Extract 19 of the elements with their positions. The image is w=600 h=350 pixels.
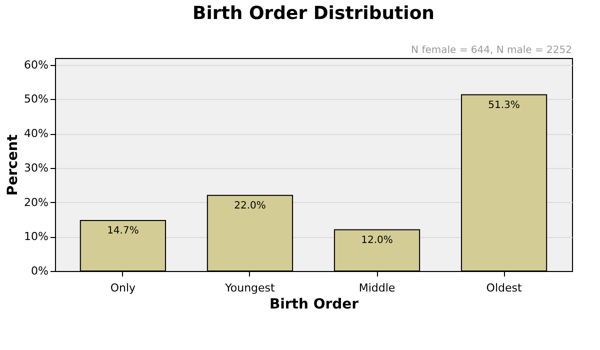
- x-tick-label: Only: [110, 282, 136, 294]
- y-tick-label: 10%: [24, 230, 48, 244]
- chart-title: Birth Order Distribution: [192, 3, 434, 24]
- data-label: 14.7%: [107, 226, 139, 236]
- y-tick-label: 50%: [24, 92, 48, 106]
- y-axis-title: Percent: [5, 134, 22, 196]
- y-tick-label: 30%: [24, 161, 48, 174]
- data-label: 22.0%: [234, 200, 266, 212]
- x-tick-label: Youngest: [224, 282, 276, 294]
- data-label: 12.0%: [361, 234, 393, 246]
- x-tick-label: Middle: [358, 282, 396, 294]
- x-axis-title: Birth Order: [269, 296, 359, 312]
- text: N female = 644, N male = 2252: [411, 45, 572, 56]
- y-tick-label: 20%: [24, 196, 48, 209]
- x-tick-label: Oldest: [486, 282, 522, 294]
- data-label: 51.3%: [488, 100, 520, 111]
- y-tick-label: 60%: [24, 58, 48, 72]
- y-tick-label: 40%: [24, 127, 48, 140]
- y-tick-label: 0%: [31, 264, 48, 278]
